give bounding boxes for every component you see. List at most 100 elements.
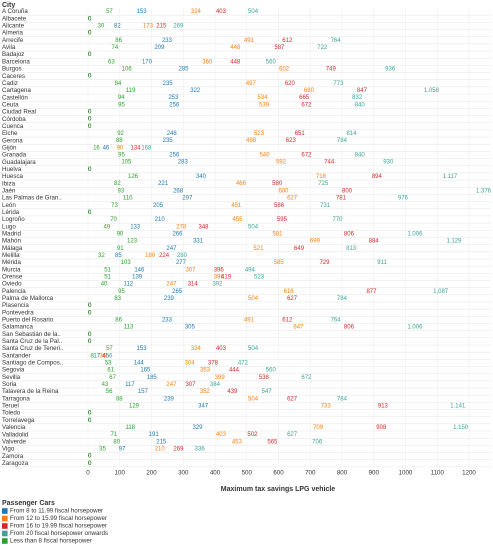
value-label: 0 <box>88 310 92 316</box>
value-label: 36 <box>99 353 106 359</box>
value-label: 840 <box>355 102 366 108</box>
value-label: 0 <box>88 52 92 58</box>
x-tick-label: 1200 <box>462 470 476 477</box>
value-label: 936 <box>385 67 396 73</box>
value-label: 67 <box>109 375 116 381</box>
value-label: 285 <box>178 67 189 73</box>
legend-swatch <box>2 523 8 529</box>
legend-swatch <box>2 515 8 522</box>
value-label: 800 <box>342 188 353 194</box>
value-label: 620 <box>285 81 296 87</box>
value-label: 32 <box>98 253 105 259</box>
city-label: Cartagena <box>2 87 31 94</box>
value-label: 278 <box>176 224 187 230</box>
value-label: 0 <box>88 454 92 460</box>
value-label: 547 <box>262 389 273 395</box>
value-label: 95 <box>118 153 125 159</box>
city-label: Mérida <box>2 259 21 266</box>
value-label: 80 <box>113 439 120 445</box>
city-label: Palencia <box>2 288 26 295</box>
value-label: 0 <box>88 167 92 173</box>
x-tick-label: 1000 <box>399 470 413 477</box>
value-label: 627 <box>287 396 298 402</box>
value-label: 0 <box>88 310 92 316</box>
value-label: 0 <box>88 418 92 424</box>
value-label: 146 <box>134 267 145 273</box>
city-label: Málaga <box>2 245 23 252</box>
value-label: 51 <box>104 267 111 273</box>
city-label: Alicante <box>2 23 25 30</box>
value-label: 0 <box>88 16 92 22</box>
value-label: 45 <box>102 353 109 359</box>
value-label: 0 <box>88 210 92 216</box>
value-label: 595 <box>277 217 288 223</box>
city-label: Plasencia <box>2 302 29 309</box>
legend-label: From 12 to 15.99 fiscal horsepower <box>10 515 107 522</box>
value-label: 35 <box>99 447 106 453</box>
value-label: 82 <box>114 181 121 187</box>
value-label: 913 <box>378 404 389 410</box>
city-label: Badajoz <box>2 51 24 58</box>
city-label: Salamanca <box>2 324 34 331</box>
value-label: 256 <box>169 102 180 108</box>
value-label: 847 <box>357 88 368 94</box>
value-label: 224 <box>159 253 170 259</box>
value-label: 976 <box>398 196 409 202</box>
value-label: 378 <box>208 360 219 366</box>
value-label: 88 <box>116 396 123 402</box>
value-label: 0 <box>88 110 92 116</box>
value-label: 0 <box>88 124 92 130</box>
value-label: 93 <box>118 188 125 194</box>
x-tick-label: 300 <box>178 470 189 477</box>
value-label: 749 <box>326 67 337 73</box>
value-label: 627 <box>287 196 298 202</box>
value-label: 399 <box>215 375 226 381</box>
value-label: 581 <box>272 231 283 237</box>
value-label: 268 <box>173 188 184 194</box>
value-label: 560 <box>266 59 277 65</box>
value-label: 210 <box>155 447 166 453</box>
city-label: Castellón <box>2 94 28 101</box>
value-label: 0 <box>88 310 92 316</box>
value-label: 277 <box>176 260 187 266</box>
x-tick-label: 700 <box>305 470 316 477</box>
value-label: 0 <box>88 31 92 37</box>
value-label: 497 <box>246 81 257 87</box>
value-label: 0 <box>88 74 92 80</box>
value-label: 0 <box>88 418 92 424</box>
value-label: 205 <box>153 203 164 209</box>
city-label: Pontevedra <box>2 309 34 316</box>
legend-swatch <box>2 508 8 514</box>
value-label: 539 <box>259 102 270 108</box>
value-label: 706 <box>312 439 323 445</box>
city-label: Barcelona <box>2 58 30 65</box>
value-label: 248 <box>167 131 178 137</box>
city-label: Segovia <box>2 367 25 374</box>
value-label: 70 <box>110 217 117 223</box>
value-label: 832 <box>352 95 363 101</box>
city-label: Cadiz <box>2 80 18 87</box>
value-label: 139 <box>132 274 143 280</box>
value-label: 0 <box>88 339 92 345</box>
value-label: 0 <box>88 74 92 80</box>
value-label: 0 <box>88 303 92 309</box>
value-label: 0 <box>88 411 92 417</box>
value-label: 71 <box>111 432 118 438</box>
value-label: 1.141 <box>450 404 466 410</box>
city-label: Avila <box>2 44 16 51</box>
value-label: 877 <box>366 289 377 295</box>
value-label: 110 <box>123 196 133 202</box>
value-label: 665 <box>299 95 310 101</box>
value-label: 612 <box>282 38 293 44</box>
x-tick-label: 200 <box>146 470 157 477</box>
value-label: 329 <box>192 425 203 431</box>
value-label: 0 <box>88 31 92 37</box>
x-axis-label: Maximum tax savings LPG vehicle <box>221 486 335 493</box>
value-label: 0 <box>88 454 92 460</box>
city-label: Orense <box>2 274 23 281</box>
city-label: Granada <box>2 152 27 159</box>
city-label: Arrecife <box>2 37 24 44</box>
value-label: 784 <box>337 296 348 302</box>
value-label: 95 <box>118 102 125 108</box>
value-label: 0 <box>88 210 92 216</box>
